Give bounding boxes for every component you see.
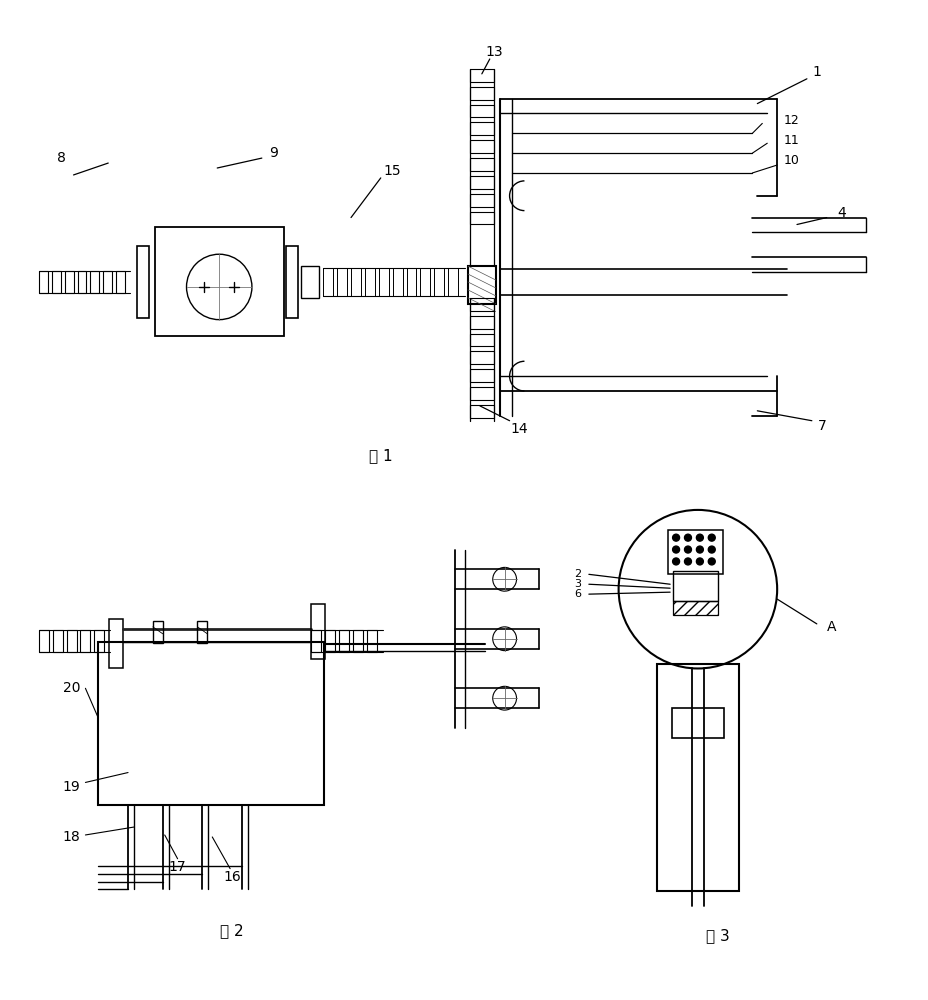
Bar (656, 664, 738, 891)
Bar (470, 69, 493, 82)
Bar (81, 630, 90, 652)
Bar (470, 87, 493, 100)
Bar (103, 271, 112, 293)
Bar (470, 298, 493, 311)
Text: 8: 8 (58, 151, 66, 165)
Bar (337, 268, 347, 296)
Text: 20: 20 (63, 681, 80, 695)
Bar (673, 571, 717, 601)
Circle shape (707, 558, 715, 565)
Bar (351, 268, 361, 296)
Bar (65, 271, 73, 293)
Bar (285, 246, 297, 318)
Text: 12: 12 (783, 114, 799, 127)
Text: 图 1: 图 1 (368, 448, 393, 463)
Bar (39, 630, 48, 652)
Text: 18: 18 (62, 830, 81, 844)
Text: 15: 15 (383, 164, 401, 178)
Bar (470, 140, 493, 153)
Bar (39, 271, 47, 293)
Bar (95, 630, 104, 652)
Circle shape (696, 558, 702, 565)
Text: 16: 16 (223, 870, 240, 884)
Bar (393, 268, 402, 296)
Bar (470, 105, 493, 117)
Text: 17: 17 (169, 860, 187, 874)
Circle shape (684, 534, 690, 541)
Bar (470, 405, 493, 418)
Circle shape (684, 558, 690, 565)
Text: 13: 13 (485, 45, 503, 59)
Bar (339, 630, 349, 652)
Circle shape (684, 546, 690, 553)
Bar (673, 601, 717, 615)
Bar (110, 619, 122, 668)
Text: 10: 10 (783, 154, 799, 167)
Bar (311, 604, 325, 659)
Text: 3: 3 (574, 579, 580, 589)
Bar (470, 158, 493, 171)
Bar (470, 194, 493, 207)
Bar (302, 266, 319, 298)
Circle shape (696, 546, 702, 553)
Bar (433, 268, 444, 296)
Circle shape (696, 534, 702, 541)
Bar (353, 630, 363, 652)
Text: A: A (826, 620, 835, 634)
Bar (136, 246, 148, 318)
Bar (67, 630, 76, 652)
Bar (52, 271, 60, 293)
Bar (468, 266, 496, 304)
Text: 2: 2 (574, 569, 580, 579)
Circle shape (672, 558, 678, 565)
Bar (325, 630, 335, 652)
Bar (153, 621, 162, 643)
Bar (470, 351, 493, 364)
Text: 图 2: 图 2 (220, 924, 244, 939)
Bar (365, 268, 374, 296)
Text: 19: 19 (62, 780, 81, 794)
Circle shape (707, 534, 715, 541)
Text: 6: 6 (574, 589, 580, 599)
Bar (470, 176, 493, 189)
Text: 14: 14 (510, 422, 528, 436)
Text: 4: 4 (836, 206, 845, 220)
Bar (116, 271, 125, 293)
Circle shape (672, 546, 678, 553)
Circle shape (707, 546, 715, 553)
Bar (470, 334, 493, 346)
Text: 9: 9 (269, 146, 277, 160)
Bar (311, 630, 321, 652)
Bar (379, 268, 388, 296)
Bar (198, 621, 207, 643)
Bar (470, 212, 493, 224)
Bar (470, 387, 493, 400)
Text: 11: 11 (783, 134, 799, 147)
Bar (447, 268, 458, 296)
Bar (323, 268, 333, 296)
Text: 7: 7 (817, 419, 825, 433)
Bar (90, 271, 99, 293)
Bar (470, 122, 493, 135)
Bar (406, 268, 416, 296)
Bar (420, 268, 430, 296)
Text: 1: 1 (811, 65, 820, 79)
Bar (77, 271, 86, 293)
Bar (155, 227, 283, 336)
Bar (667, 530, 722, 574)
Circle shape (672, 534, 678, 541)
Bar (367, 630, 377, 652)
Bar (470, 369, 493, 382)
Bar (671, 708, 723, 738)
Text: 图 3: 图 3 (705, 929, 728, 944)
Bar (98, 642, 324, 805)
Bar (470, 316, 493, 329)
Bar (53, 630, 62, 652)
